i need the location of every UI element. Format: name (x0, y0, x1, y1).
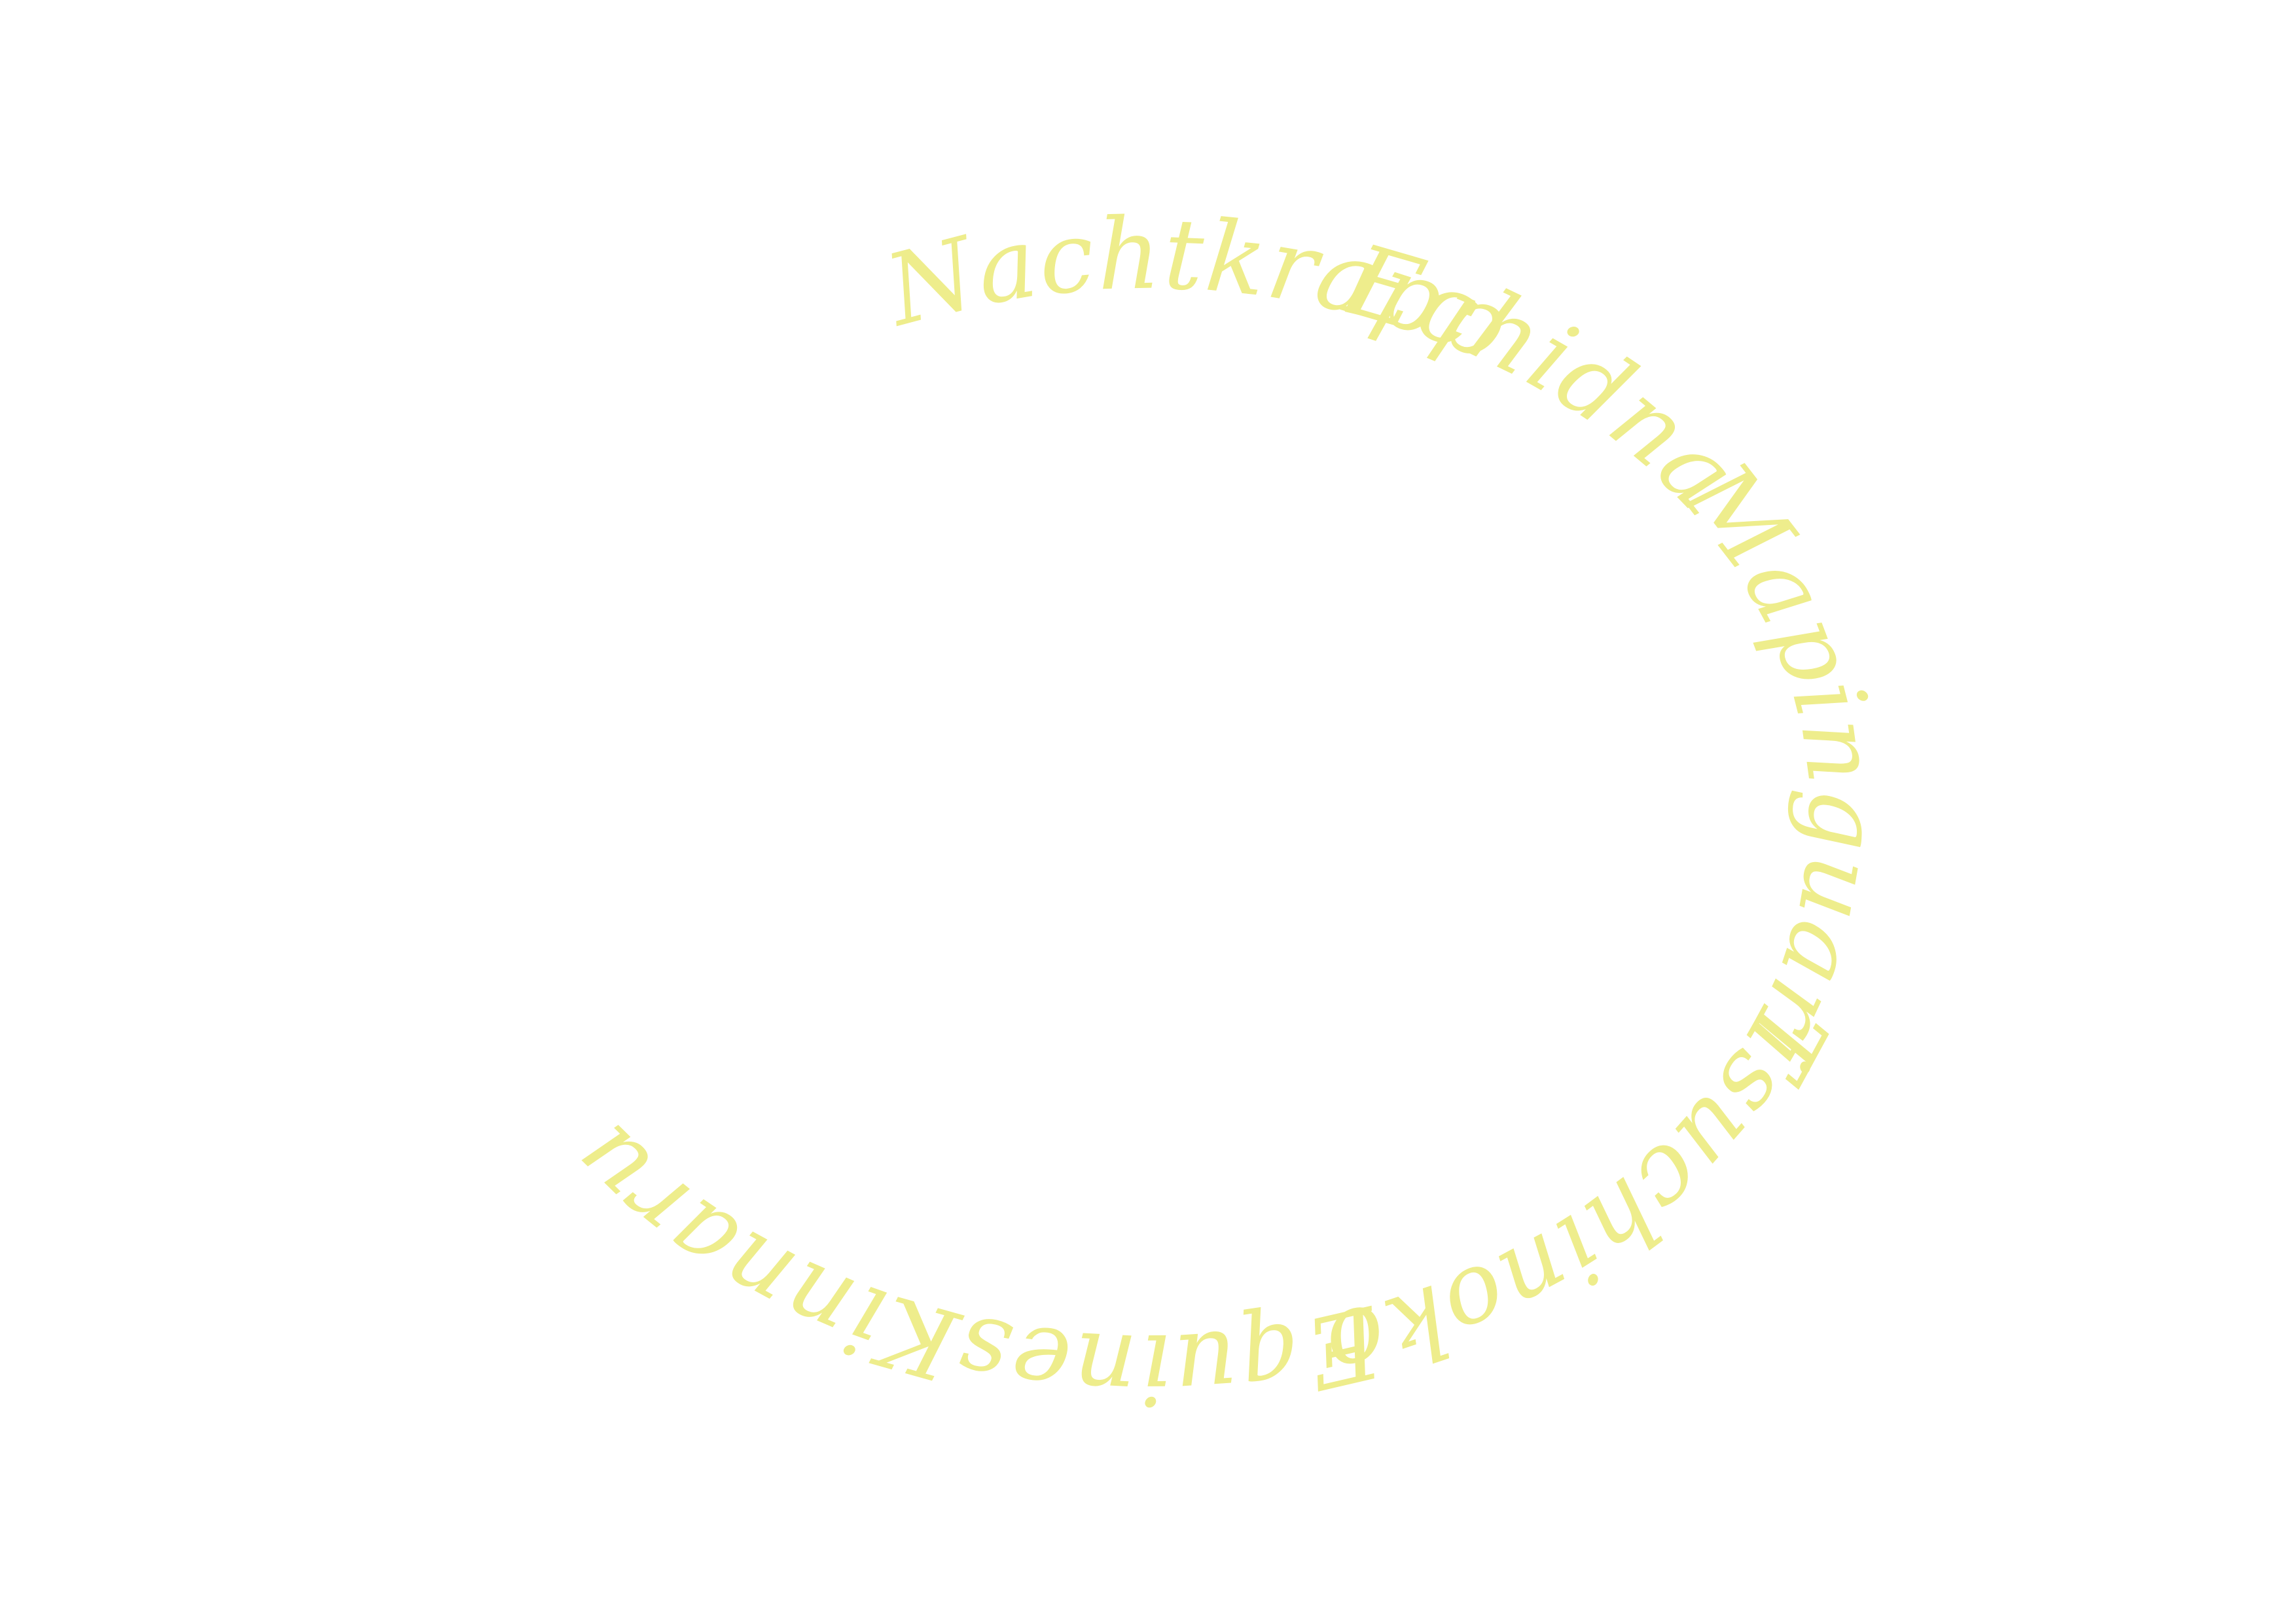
word-kinnaru: Kinnaru (548, 1101, 971, 1403)
ring-text: Mapinguari (1661, 441, 1901, 1089)
ring-text: Echidna (1333, 223, 1760, 532)
ring-text: Equines (946, 1282, 1392, 1426)
word-echidna: Echidna (1333, 223, 1760, 532)
ring-text: Tsuchinoko (1313, 982, 1849, 1406)
ring-text: Kinnaru (548, 1101, 971, 1403)
word-equines: Equines (946, 1282, 1392, 1426)
word-tsuchinoko: Tsuchinoko (1313, 982, 1849, 1406)
word-mapinguari: Mapinguari (1661, 441, 1901, 1089)
